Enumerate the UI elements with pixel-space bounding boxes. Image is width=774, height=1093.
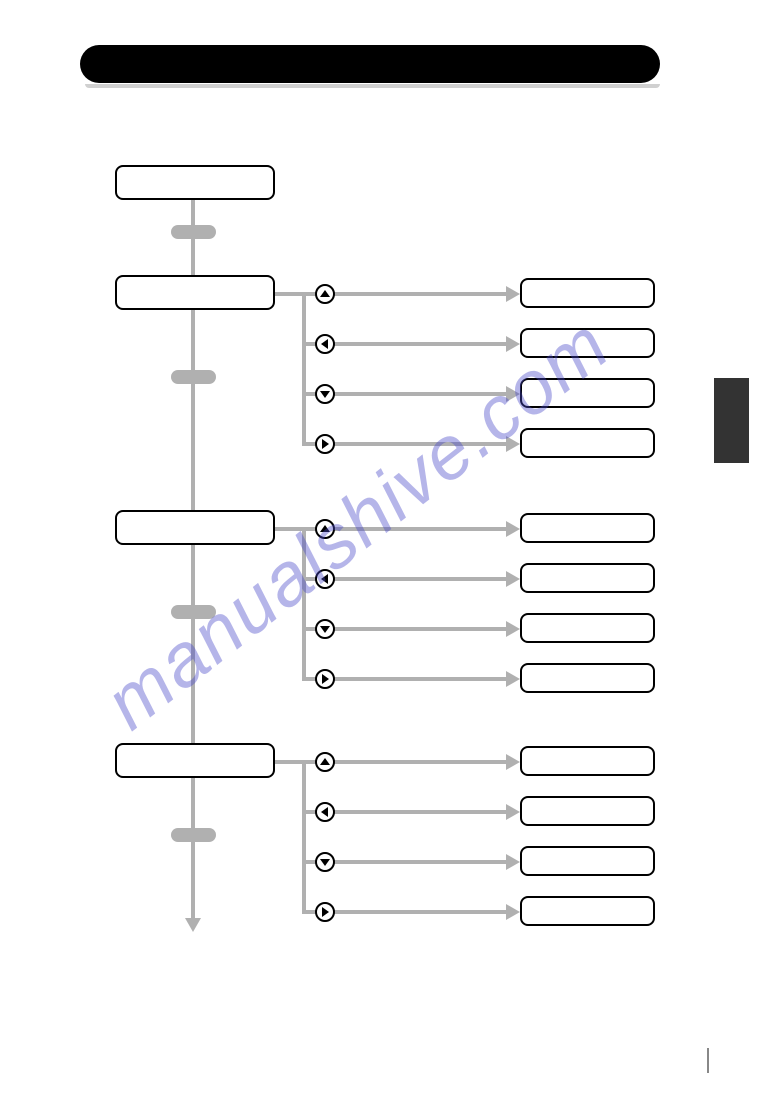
chevron-right-icon [322,674,329,684]
icon-down-0-2 [315,384,335,404]
chevron-right-icon [322,907,329,917]
icon-up-1-0 [315,519,335,539]
arrow-head-2-2 [506,854,520,870]
target-node-1-1 [520,563,655,593]
chevron-down-icon [320,859,330,866]
icon-down-2-2 [315,852,335,872]
pill-0 [171,225,216,239]
branch-hline-0-0 [275,292,510,296]
header-bar [80,45,660,83]
icon-right-1-3 [315,669,335,689]
header-shadow [85,84,660,88]
branch-vline-0 [302,292,306,444]
chevron-up-icon [320,290,330,297]
arrow-head-0-0 [506,286,520,302]
arrow-head-1-1 [506,571,520,587]
arrow-head-1-0 [506,521,520,537]
arrow-head-2-1 [506,804,520,820]
chevron-up-icon [320,758,330,765]
chevron-left-icon [321,339,328,349]
vertical-line-2 [191,545,195,743]
branch-hline-2-0 [275,760,510,764]
side-tab [714,378,749,463]
chevron-up-icon [320,525,330,532]
pill-1 [171,370,216,384]
main-node-2 [115,510,275,545]
target-node-0-0 [520,278,655,308]
vertical-line-3 [191,778,195,918]
icon-left-2-1 [315,802,335,822]
chevron-left-icon [321,574,328,584]
arrow-head-0-2 [506,386,520,402]
pill-3 [171,828,216,842]
chevron-down-icon [320,626,330,633]
target-node-1-3 [520,663,655,693]
target-node-0-2 [520,378,655,408]
icon-right-2-3 [315,902,335,922]
chevron-right-icon [322,439,329,449]
vertical-line-1 [191,310,195,510]
target-node-2-1 [520,796,655,826]
arrow-head-0-1 [506,336,520,352]
down-arrow [185,918,201,932]
pill-2 [171,605,216,619]
icon-up-0-0 [315,284,335,304]
target-node-2-0 [520,746,655,776]
page-wrapper: manualshive.com [0,0,774,1093]
page-bar [707,1048,709,1073]
chevron-left-icon [321,807,328,817]
target-node-0-3 [520,428,655,458]
main-node-3 [115,743,275,778]
arrow-head-1-3 [506,671,520,687]
icon-up-2-0 [315,752,335,772]
target-node-2-2 [520,846,655,876]
arrow-head-0-3 [506,436,520,452]
branch-hline-1-0 [275,527,510,531]
icon-down-1-2 [315,619,335,639]
chevron-down-icon [320,391,330,398]
main-node-1 [115,275,275,310]
icon-left-1-1 [315,569,335,589]
arrow-head-2-3 [506,904,520,920]
target-node-0-1 [520,328,655,358]
arrow-head-2-0 [506,754,520,770]
branch-vline-2 [302,760,306,912]
branch-vline-1 [302,527,306,679]
target-node-1-0 [520,513,655,543]
icon-right-0-3 [315,434,335,454]
target-node-1-2 [520,613,655,643]
main-node-0 [115,165,275,200]
icon-left-0-1 [315,334,335,354]
target-node-2-3 [520,896,655,926]
arrow-head-1-2 [506,621,520,637]
